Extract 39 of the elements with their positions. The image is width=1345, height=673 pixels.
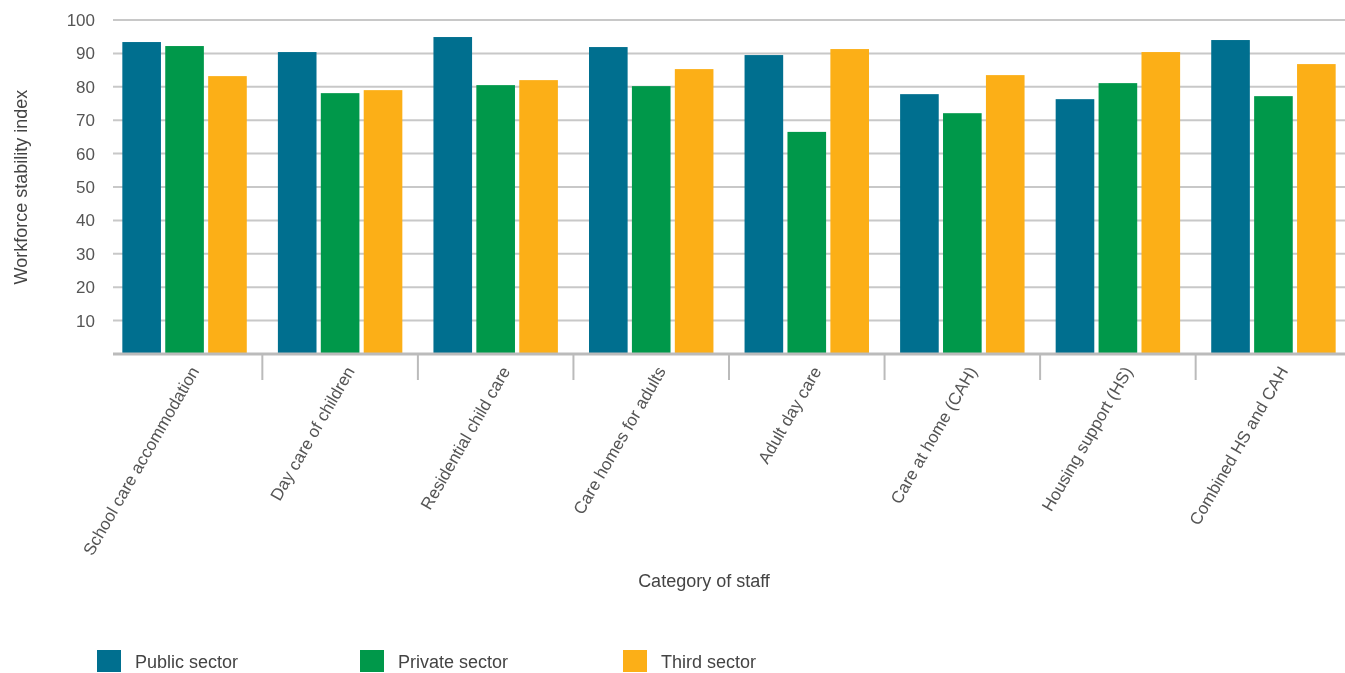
bar [1098,83,1138,354]
y-tick-label: 60 [76,144,95,164]
y-tick-label: 50 [76,177,95,197]
x-axis-title: Category of staff [638,571,771,591]
bar [1297,64,1336,354]
bar [277,52,317,354]
bar [631,86,671,354]
bar [900,94,939,354]
bar [476,85,515,354]
bar [363,90,403,354]
y-tick-label: 30 [76,244,95,264]
legend-label: Public sector [135,652,239,673]
bar [985,75,1025,354]
bar [830,49,869,354]
bar [943,113,982,354]
y-axis-title: Workforce stability index [11,89,31,285]
bar [519,80,558,354]
y-tick-label: 10 [76,311,95,331]
bar [589,47,628,354]
bar [787,131,827,354]
bar [165,46,204,354]
y-tick-label: 40 [76,211,95,231]
bar [208,76,247,354]
legend-label: Third sector [661,652,757,673]
y-tick-label: 100 [66,10,95,30]
y-tick-label: 70 [76,111,95,131]
bar [1211,40,1250,354]
bar [1055,99,1095,354]
bar [122,42,161,354]
bar [1254,96,1293,354]
bar [1141,52,1181,354]
bar [674,69,714,354]
y-tick-label: 90 [76,44,95,64]
y-tick-label: 20 [76,278,95,298]
bar [320,93,360,354]
bar [433,37,473,354]
y-tick-label: 80 [76,77,95,97]
bar [744,55,784,354]
legend-label: Private sector [398,652,509,673]
